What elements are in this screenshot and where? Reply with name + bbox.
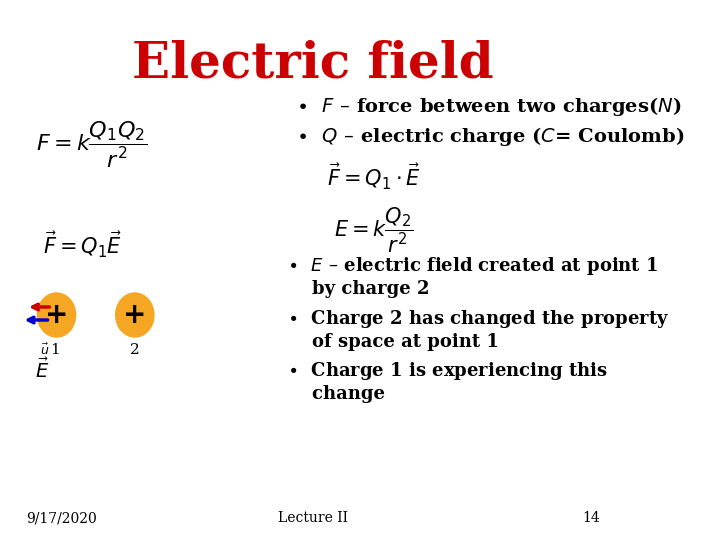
Text: $\vec{F}=Q_1 \cdot \vec{E}$: $\vec{F}=Q_1 \cdot \vec{E}$: [327, 162, 421, 192]
Text: $\vec{F}=Q_1\vec{E}$: $\vec{F}=Q_1\vec{E}$: [43, 230, 122, 260]
Text: $\vec{u}$: $\vec{u}$: [40, 343, 50, 358]
Text: $\bullet$  $E$ – electric field created at point 1: $\bullet$ $E$ – electric field created a…: [287, 255, 658, 277]
Circle shape: [116, 293, 154, 337]
Text: of space at point 1: of space at point 1: [287, 333, 499, 351]
Text: change: change: [287, 385, 385, 403]
Text: $F=k\dfrac{Q_1Q_2}{r^2}$: $F=k\dfrac{Q_1Q_2}{r^2}$: [36, 120, 147, 170]
Text: $\bullet$  Charge 2 has changed the property: $\bullet$ Charge 2 has changed the prope…: [287, 308, 669, 330]
Text: +: +: [123, 301, 146, 329]
Text: Lecture II: Lecture II: [278, 511, 348, 525]
Text: 2: 2: [130, 343, 140, 357]
Text: 14: 14: [582, 511, 600, 525]
Text: $\vec{E}$: $\vec{E}$: [35, 358, 49, 382]
Text: 1: 1: [50, 343, 60, 357]
Text: $\bullet$  $Q$ – electric charge ($C$= Coulomb): $\bullet$ $Q$ – electric charge ($C$= Co…: [296, 125, 684, 148]
Text: by charge 2: by charge 2: [287, 280, 430, 298]
Text: $\bullet$  Charge 1 is experiencing this: $\bullet$ Charge 1 is experiencing this: [287, 360, 608, 382]
Text: 9/17/2020: 9/17/2020: [26, 511, 97, 525]
Text: $E=k\dfrac{Q_2}{r^2}$: $E=k\dfrac{Q_2}{r^2}$: [334, 205, 413, 255]
Circle shape: [37, 293, 76, 337]
Text: Electric field: Electric field: [132, 40, 494, 89]
Text: +: +: [45, 301, 68, 329]
Text: $\bullet$  $F$ – force between two charges($N$): $\bullet$ $F$ – force between two charge…: [296, 95, 681, 118]
